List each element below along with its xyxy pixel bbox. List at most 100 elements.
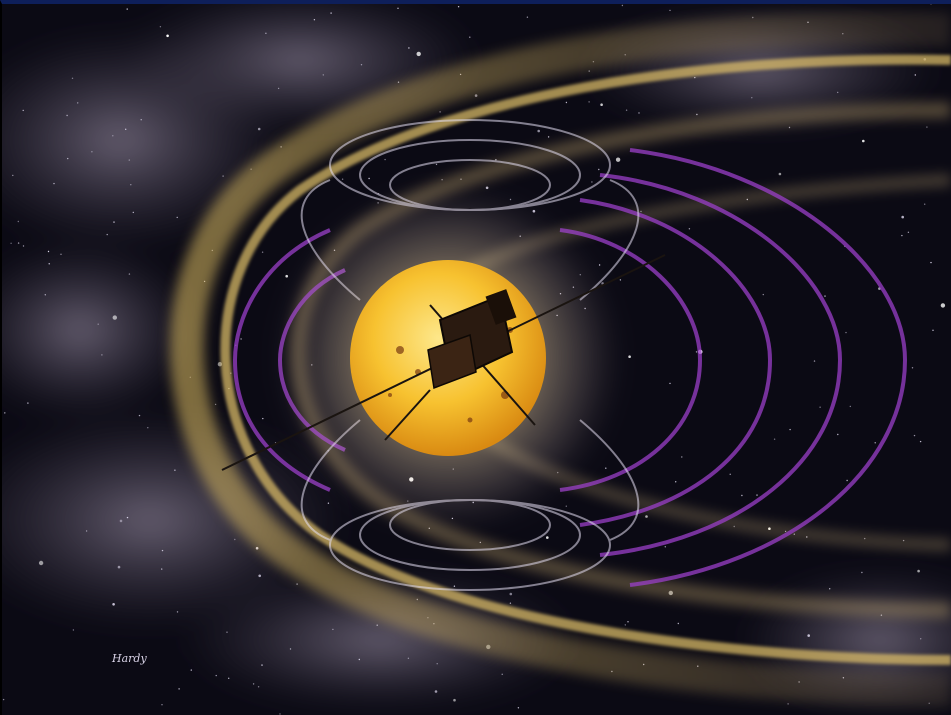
star — [588, 70, 590, 72]
star — [439, 111, 441, 113]
star — [44, 294, 46, 296]
star — [12, 174, 14, 177]
star — [621, 4, 624, 7]
star — [565, 101, 568, 104]
star — [147, 427, 149, 429]
star — [112, 603, 115, 606]
star — [279, 713, 281, 715]
star — [117, 565, 121, 569]
star — [106, 233, 108, 236]
star — [161, 549, 164, 552]
star — [277, 87, 280, 90]
star — [161, 704, 163, 706]
star — [807, 634, 810, 637]
star — [628, 355, 631, 359]
star — [125, 128, 127, 130]
star — [47, 250, 50, 253]
spacecraft-strut — [384, 389, 431, 441]
star — [917, 569, 920, 573]
star — [453, 585, 456, 587]
star — [113, 221, 115, 223]
star — [846, 479, 848, 482]
star — [240, 338, 242, 340]
star — [509, 602, 512, 604]
star — [91, 151, 93, 153]
star — [789, 428, 791, 431]
star — [77, 102, 79, 104]
star — [605, 467, 607, 469]
star — [547, 136, 550, 138]
star — [930, 261, 932, 264]
magnetic-field-lines — [232, 148, 908, 587]
star — [669, 382, 671, 385]
star — [358, 658, 360, 661]
star — [517, 707, 520, 709]
star — [17, 242, 20, 244]
star — [376, 624, 378, 626]
star — [837, 433, 839, 436]
star — [261, 251, 264, 253]
star — [695, 351, 698, 353]
star — [907, 231, 910, 233]
star — [919, 440, 922, 443]
star — [327, 502, 330, 504]
star — [222, 175, 224, 177]
star — [778, 172, 782, 176]
star — [101, 354, 103, 356]
star — [434, 690, 438, 693]
star — [598, 168, 600, 171]
star — [112, 135, 114, 137]
star — [119, 519, 123, 523]
star — [85, 530, 88, 532]
star — [509, 592, 513, 596]
star — [565, 505, 567, 507]
artist-signature: Hardy — [111, 652, 147, 665]
star — [849, 405, 851, 408]
star — [675, 481, 677, 483]
star — [126, 516, 129, 519]
star — [924, 203, 926, 205]
star — [773, 438, 776, 440]
star — [741, 494, 743, 497]
star — [729, 473, 731, 475]
star — [140, 119, 142, 121]
star — [501, 673, 503, 675]
star — [787, 703, 789, 705]
star — [813, 360, 816, 362]
star — [845, 331, 847, 334]
star — [261, 664, 263, 666]
star — [485, 186, 489, 190]
star — [38, 560, 44, 566]
spacecraft-panel — [427, 333, 477, 390]
star — [60, 253, 62, 255]
star — [368, 177, 370, 180]
star — [214, 403, 217, 406]
star — [71, 77, 74, 80]
star — [591, 181, 593, 183]
star — [600, 103, 603, 106]
star — [174, 469, 176, 471]
star — [215, 674, 217, 677]
star — [677, 622, 679, 625]
star — [234, 538, 236, 541]
star — [97, 323, 99, 325]
star — [588, 101, 590, 103]
star — [932, 329, 934, 331]
star — [669, 9, 671, 12]
star — [645, 515, 648, 518]
star — [330, 12, 332, 14]
star — [913, 434, 916, 437]
star — [176, 611, 179, 613]
star — [861, 571, 863, 574]
star — [66, 114, 68, 117]
star — [762, 293, 764, 296]
star — [624, 624, 626, 626]
star — [829, 588, 831, 590]
star — [436, 663, 438, 665]
star — [2, 698, 5, 701]
star — [17, 220, 19, 223]
star — [619, 279, 622, 281]
star — [22, 109, 24, 112]
star — [360, 63, 363, 66]
